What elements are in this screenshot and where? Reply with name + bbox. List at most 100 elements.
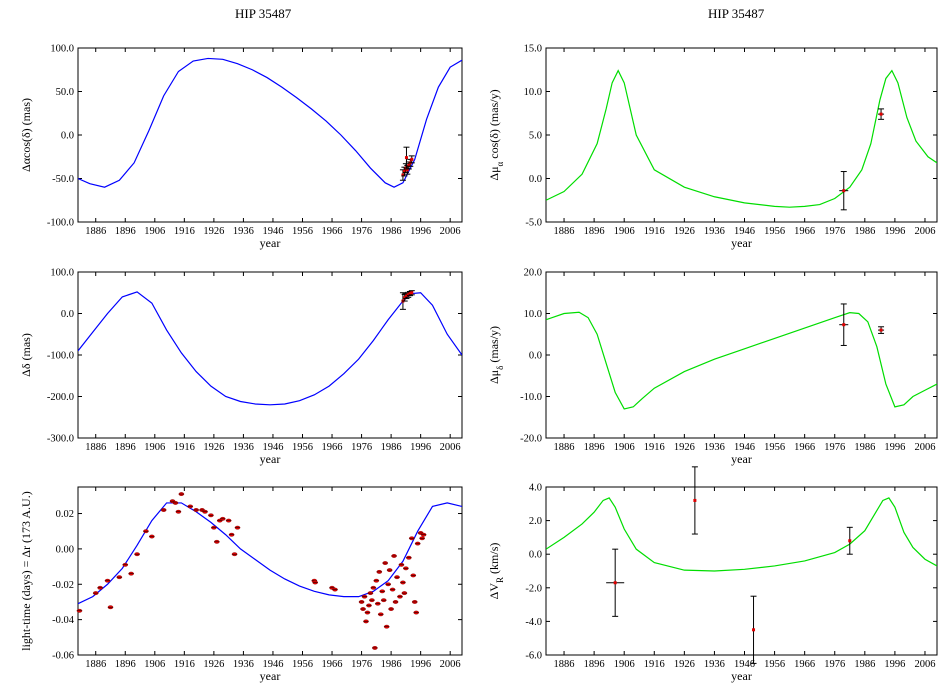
- y-tick-label: 10.0: [524, 87, 542, 98]
- plot-p1: 1886 1896 1906 1916 1926 1936 1946 1956 1966 1976…: [19, 44, 463, 250]
- x-tick-label: 1916: [174, 659, 195, 670]
- y-tick-label: -300.0: [47, 434, 74, 445]
- y-tick-label: -100.0: [47, 351, 74, 362]
- y-tick-label: 15.0: [524, 44, 542, 55]
- x-tick-label: 1966: [794, 442, 815, 453]
- data-point: [122, 562, 129, 567]
- data-point: [394, 575, 400, 580]
- data-point: [389, 587, 396, 592]
- x-tick-label: 1896: [115, 226, 136, 237]
- data-marker: [404, 156, 408, 160]
- data-marker: [407, 163, 411, 167]
- y-tick-label: -50.0: [52, 174, 74, 185]
- x-tick-label: 1886: [554, 442, 575, 453]
- data-point: [92, 591, 99, 596]
- x-tick-label: 1956: [764, 659, 785, 670]
- y-tick-label: -2.0: [525, 583, 542, 594]
- data-marker: [879, 112, 883, 116]
- data-marker: [848, 539, 852, 543]
- x-tick-label: 1976: [824, 442, 845, 453]
- x-tick-label: 1976: [351, 442, 372, 453]
- y-axis-label: Δαcos(δ) (mas): [19, 98, 33, 172]
- x-tick-label: 1996: [410, 659, 431, 670]
- data-marker: [752, 628, 756, 632]
- x-tick-label: 1926: [674, 442, 695, 453]
- x-tick-label: 1966: [794, 226, 815, 237]
- data-point: [410, 573, 417, 578]
- data-point: [76, 608, 83, 613]
- data-marker: [408, 292, 412, 296]
- y-tick-label: -5.0: [525, 218, 542, 229]
- data-point: [398, 562, 405, 567]
- plot-p4: 1886 1896 1906 1916 1926 1936 1946 1956 1966 1976…: [487, 268, 938, 466]
- data-point: [391, 554, 397, 558]
- y-tick-label: 5.0: [529, 131, 542, 142]
- data-point: [383, 624, 390, 629]
- left-title: HIP 35487: [235, 6, 292, 21]
- data-point: [363, 619, 369, 624]
- x-tick-label: 1946: [262, 442, 283, 453]
- data-point: [231, 552, 238, 557]
- x-tick-label: 2006: [440, 226, 461, 237]
- data-point: [358, 600, 365, 604]
- data-point: [408, 155, 415, 164]
- data-point: [193, 508, 199, 512]
- y-tick-label: 100.0: [50, 44, 74, 55]
- y-axis-label: Δμδ (mas/y): [487, 326, 505, 384]
- x-tick-label: 1906: [144, 226, 165, 237]
- x-tick-label: 1936: [233, 442, 254, 453]
- x-tick-label: 2006: [914, 226, 935, 237]
- data-point: [386, 568, 393, 573]
- data-point: [97, 585, 103, 590]
- x-tick-label: 1956: [292, 659, 313, 670]
- x-tick-label: 1916: [644, 442, 665, 453]
- data-marker: [403, 296, 407, 300]
- y-tick-label: -0.06: [52, 651, 74, 662]
- data-point: [373, 578, 380, 583]
- data-point: [408, 536, 415, 541]
- y-tick-label: -6.0: [525, 651, 542, 662]
- x-axis-label: year: [260, 669, 281, 683]
- data-point: [104, 578, 111, 583]
- x-tick-label: 1926: [203, 659, 224, 670]
- data-point: [420, 532, 427, 537]
- y-tick-label: -100.0: [47, 218, 74, 229]
- plot-p2: 1886 1896 1906 1916 1926 1936 1946 1956 1966 1976…: [487, 44, 938, 250]
- x-tick-label: 1936: [233, 659, 254, 670]
- plot-frame: [77, 486, 463, 656]
- data-point: [406, 555, 412, 560]
- x-tick-label: 1936: [704, 442, 725, 453]
- x-axis-label: year: [260, 452, 281, 466]
- data-point: [332, 587, 338, 592]
- data-point: [839, 171, 849, 211]
- data-point: [211, 525, 217, 530]
- data-point: [364, 610, 371, 615]
- data-point: [143, 529, 149, 534]
- x-tick-label: 1906: [614, 226, 635, 237]
- data-point: [401, 591, 408, 596]
- x-tick-label: 1986: [854, 442, 875, 453]
- y-tick-label: 50.0: [56, 87, 74, 98]
- x-tick-label: 1996: [884, 659, 905, 670]
- x-axis-label: year: [731, 669, 752, 683]
- data-point: [361, 594, 368, 599]
- right-title: HIP 35487: [708, 6, 765, 21]
- data-point: [413, 610, 420, 615]
- x-tick-label: 1996: [410, 226, 431, 237]
- x-tick-label: 1936: [704, 659, 725, 670]
- y-tick-label: -20.0: [520, 434, 542, 445]
- x-tick-label: 1976: [351, 226, 372, 237]
- x-axis-label: year: [260, 236, 281, 250]
- data-point: [411, 600, 418, 604]
- data-point: [175, 509, 182, 514]
- x-tick-label: 1926: [674, 226, 695, 237]
- x-tick-label: 1956: [292, 442, 313, 453]
- y-tick-label: 0.0: [529, 550, 542, 561]
- data-point: [380, 598, 387, 603]
- data-point: [187, 504, 194, 509]
- x-tick-label: 1886: [85, 442, 106, 453]
- x-tick-label: 1986: [381, 442, 402, 453]
- model-curve: [546, 311, 937, 410]
- data-point: [366, 603, 372, 608]
